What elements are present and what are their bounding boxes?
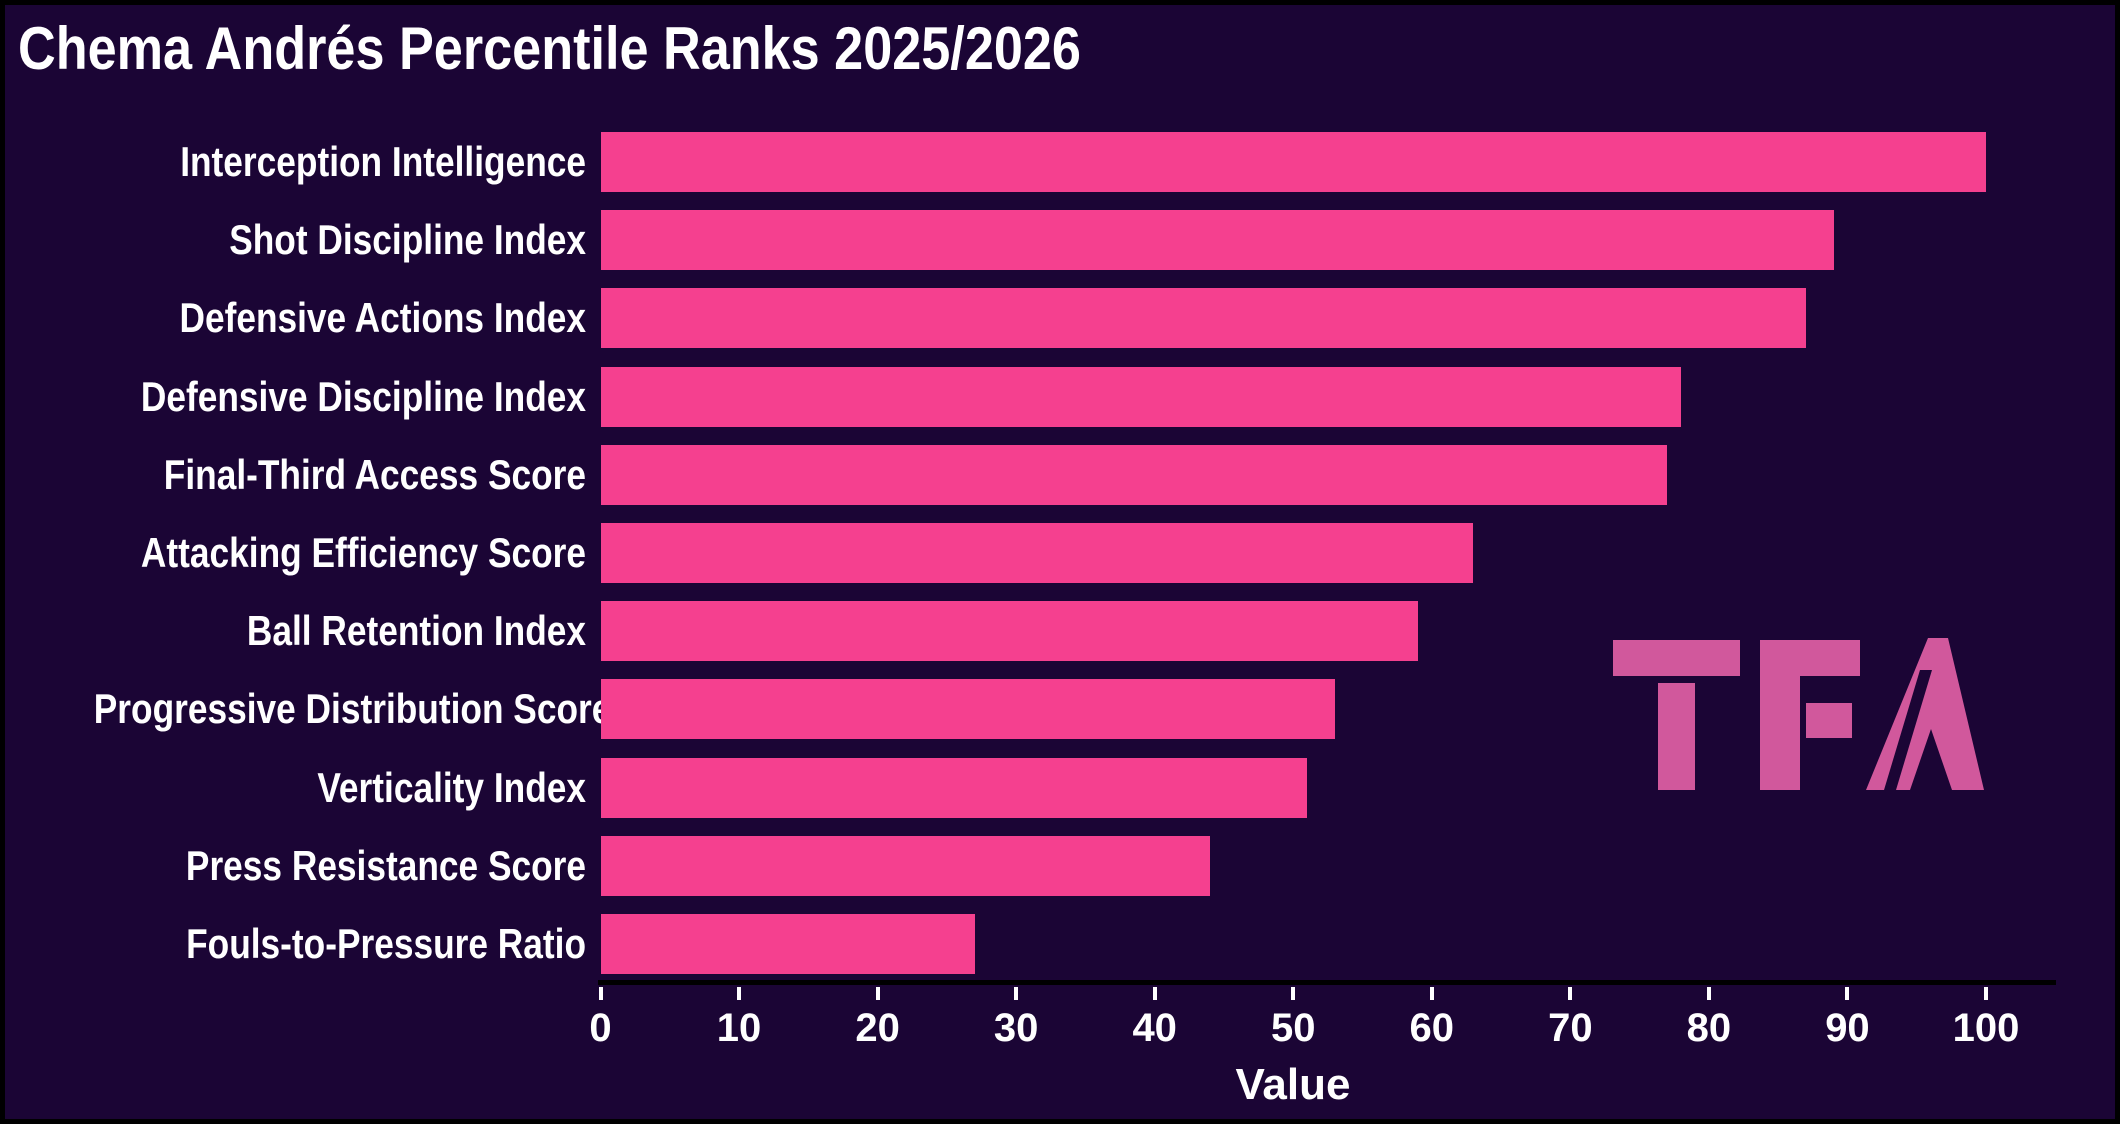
x-axis-title: Value xyxy=(1235,1060,1351,1109)
x-axis-tick-label: 80 xyxy=(1686,1006,1732,1050)
x-axis-tick-mark xyxy=(737,987,742,1000)
category-label: Fouls-to-Pressure Ratio xyxy=(186,920,586,967)
logo-letter-a-slit xyxy=(1884,670,1932,790)
bar xyxy=(600,679,1335,740)
x-axis-tick-mark xyxy=(1152,987,1157,1000)
chart-title: Chema Andrés Percentile Ranks 2025/2026 xyxy=(18,15,1081,82)
x-axis-tick-label: 0 xyxy=(589,1006,612,1050)
x-axis-tick-label: 70 xyxy=(1548,1006,1593,1050)
category-label: Progressive Distribution Score xyxy=(93,685,612,733)
x-axis-tick-mark xyxy=(1706,987,1711,1000)
x-axis-line xyxy=(598,980,2056,985)
tfa-logo-letters xyxy=(1613,638,1984,790)
category-label: Verticality Index xyxy=(317,763,586,811)
bar xyxy=(600,444,1668,505)
category-label: Ball Retention Index xyxy=(246,607,586,655)
tfa-logo xyxy=(1613,638,1984,790)
bar xyxy=(600,757,1308,818)
logo-letter-f-mid xyxy=(1806,703,1852,738)
category-label: Interception Intelligence xyxy=(180,138,586,185)
x-axis-tick-mark xyxy=(1568,987,1573,1000)
x-axis-tick-label: 100 xyxy=(1952,1006,2020,1050)
x-axis-tick-mark xyxy=(875,987,880,1000)
category-label: Defensive Actions Index xyxy=(179,294,587,342)
bar xyxy=(600,288,1806,349)
x-axis-tick-label: 10 xyxy=(716,1006,762,1050)
bar xyxy=(600,366,1682,427)
bar xyxy=(600,835,1211,896)
x-axis-tick-mark xyxy=(1014,987,1019,1000)
x-axis-tick-mark xyxy=(1845,987,1850,1000)
bar xyxy=(600,523,1474,583)
category-label: Final-Third Access Score xyxy=(163,450,586,498)
x-axis-tick-label: 50 xyxy=(1271,1006,1316,1050)
logo-letter-a xyxy=(1866,638,1984,790)
x-axis-tick-mark xyxy=(598,987,603,1000)
logo-letter-t-stem xyxy=(1658,683,1695,790)
bar xyxy=(600,914,975,974)
logo-letter-f-top xyxy=(1760,640,1860,676)
bar xyxy=(600,601,1418,662)
category-label: Defensive Discipline Index xyxy=(140,372,586,420)
bar xyxy=(600,132,1986,192)
x-axis-tick-label: 20 xyxy=(855,1006,900,1050)
x-axis-tick-label: 60 xyxy=(1409,1006,1455,1050)
x-axis-tick-label: 90 xyxy=(1825,1006,1870,1050)
x-axis-tick-mark xyxy=(1291,987,1296,1000)
bar xyxy=(600,210,1834,271)
category-label: Shot Discipline Index xyxy=(229,216,586,264)
x-axis-tick-label: 40 xyxy=(1132,1006,1177,1050)
x-axis-tick-label: 30 xyxy=(993,1006,1039,1050)
category-label: Press Resistance Score xyxy=(185,841,586,889)
category-label: Attacking Efficiency Score xyxy=(140,529,586,576)
x-axis-tick-mark xyxy=(1429,987,1434,1000)
x-axis-tick-mark xyxy=(1984,987,1988,1000)
logo-letter-t-bar xyxy=(1613,640,1740,676)
